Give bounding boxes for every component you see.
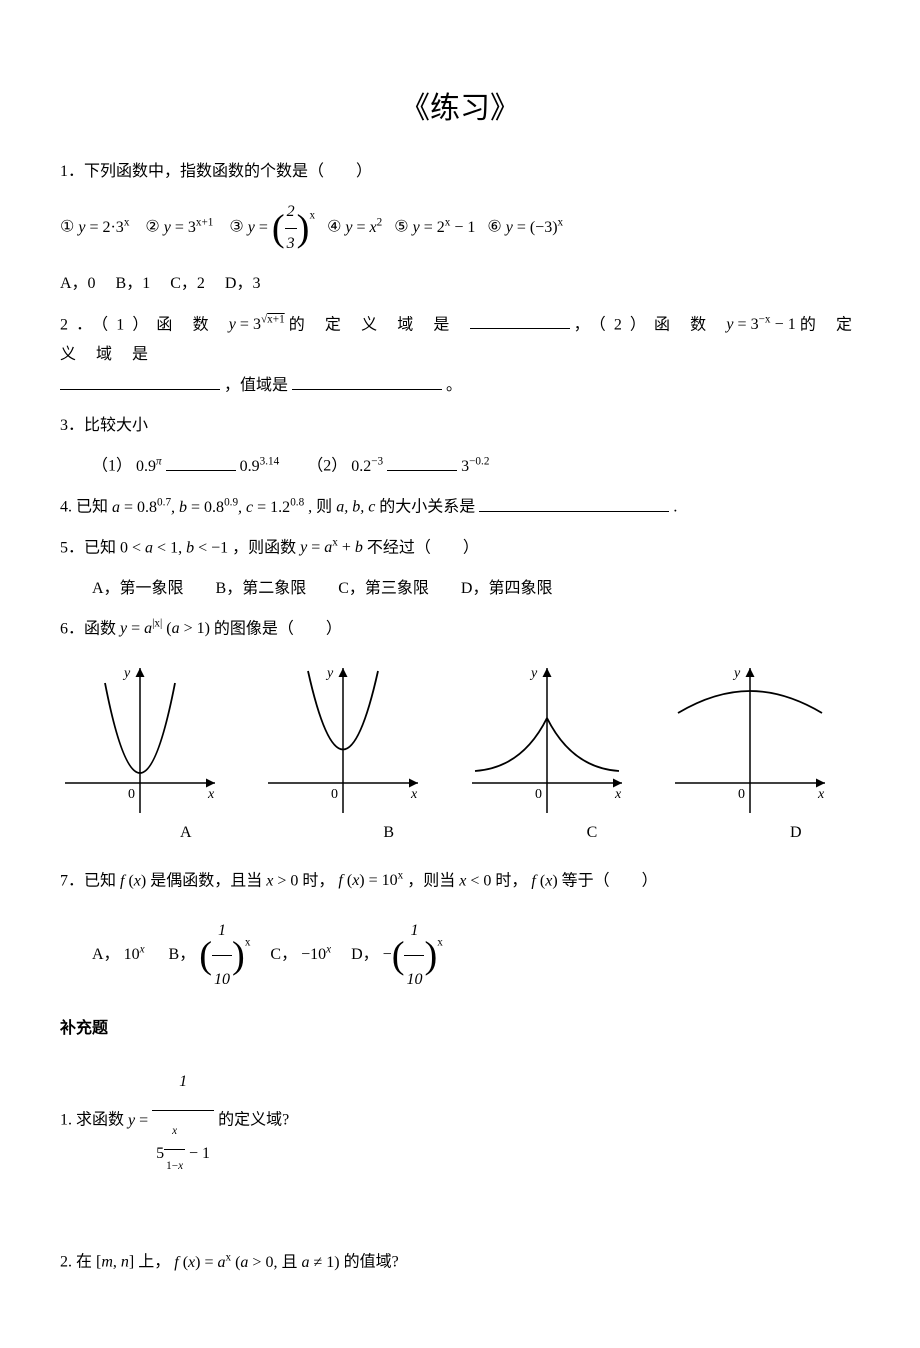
q7-m3: ，则当 xyxy=(407,872,459,889)
svg-text:y: y xyxy=(732,666,741,681)
q7-A-label: A， xyxy=(92,946,120,963)
s2-mid: 上， xyxy=(138,1254,170,1271)
q1-marker-2: ② xyxy=(145,219,159,236)
q3-c1-left: （1） xyxy=(92,458,132,475)
svg-text:x: x xyxy=(817,787,825,802)
blank xyxy=(387,454,457,471)
q7-D-label: D， xyxy=(351,946,379,963)
q2-p1-left: 2．（1）函 数 xyxy=(60,316,229,333)
q7-left: 7．已知 xyxy=(60,872,116,889)
q6-graphs: 0 x y A 0 x y B 0 x y C xyxy=(60,663,860,848)
q5: 5．已知 0 < a < 1, b < −1 ，则函数 y = ax + b 不… xyxy=(60,533,860,564)
page-title: 《练习》 xyxy=(60,80,860,137)
q4-mid: , 则 xyxy=(308,499,332,516)
q1-marker-1: ① xyxy=(60,219,74,236)
q1-marker-3: ③ xyxy=(229,219,243,236)
graph-C: 0 x y C xyxy=(467,663,657,848)
q2-mid: ，值域是 xyxy=(224,377,288,394)
q7-B-label: B， xyxy=(169,946,196,963)
q7-choices: A， 10x B， (110)x C， −10x D， −(110)x xyxy=(60,907,860,1004)
q6: 6．函数 y = a|x| (a > 1) 的图像是（ ） xyxy=(60,614,860,645)
svg-text:0: 0 xyxy=(128,787,135,802)
blank xyxy=(166,454,236,471)
blank xyxy=(470,312,570,329)
q1-choices: A，0 B，1 C，2 D，3 xyxy=(60,269,860,299)
q5-right: 不经过（ ） xyxy=(367,539,479,556)
q7-C-label: C， xyxy=(270,946,297,963)
extra-title: 补充题 xyxy=(60,1014,860,1044)
q1-stem: 1．下列函数中，指数函数的个数是（ ） xyxy=(60,157,860,187)
svg-text:y: y xyxy=(122,666,131,681)
svg-text:0: 0 xyxy=(331,787,338,802)
q1-marker-4: ④ xyxy=(327,219,341,236)
svg-text:y: y xyxy=(529,666,538,681)
s1-left: 1. 求函数 xyxy=(60,1112,128,1129)
s1-right: 的定义域? xyxy=(218,1112,289,1129)
svg-text:0: 0 xyxy=(535,787,542,802)
svg-text:x: x xyxy=(614,787,622,802)
q4-end: . xyxy=(673,499,677,516)
q7-m2: 时， xyxy=(302,872,334,889)
q5-choices: A，第一象限 B，第二象限 C，第三象限 D，第四象限 xyxy=(60,574,860,604)
q4: 4. 已知 a = 0.80.7, b = 0.80.9, c = 1.20.8… xyxy=(60,492,860,523)
q3-items: （1） 0.9π 0.93.14 （2） 0.2−3 3−0.2 xyxy=(60,451,860,482)
q4-right: 的大小关系是 xyxy=(379,499,475,516)
q3-c2-left: （2） xyxy=(307,458,347,475)
q7-right: 等于（ ） xyxy=(562,872,658,889)
svg-text:x: x xyxy=(410,787,418,802)
q7: 7．已知 f (x) 是偶函数，且当 x > 0 时， f (x) = 10x … xyxy=(60,866,860,897)
q1-marker-6: ⑥ xyxy=(487,219,501,236)
graph-A-label: A xyxy=(180,818,250,848)
q6-right: 的图像是（ ） xyxy=(214,620,342,637)
graph-B: 0 x y B xyxy=(263,663,453,848)
q1-items: ① y = 2·3x ② y = 3x+1 ③ y = (23)x ④ y = … xyxy=(60,197,860,259)
graph-B-label: B xyxy=(383,818,453,848)
q2-end: 。 xyxy=(446,377,462,394)
q3-stem: 3．比较大小 xyxy=(60,411,860,441)
blank xyxy=(292,373,442,390)
graph-D: 0 x y D xyxy=(670,663,860,848)
q4-left: 4. 已知 xyxy=(60,499,108,516)
q6-left: 6．函数 xyxy=(60,620,120,637)
q5-left: 5．已知 xyxy=(60,539,116,556)
q7-m1: 是偶函数，且当 xyxy=(150,872,266,889)
s2-right: 的值域? xyxy=(344,1254,399,1271)
q7-m4: 时， xyxy=(495,872,527,889)
graph-D-label: D xyxy=(790,818,860,848)
q1-marker-5: ⑤ xyxy=(394,219,408,236)
blank xyxy=(479,495,669,512)
q2: 2．（1）函 数 y = 3√x+1 的 定 义 域 是 ，（2）函 数 y =… xyxy=(60,310,860,402)
graph-A: 0 x y A xyxy=(60,663,250,848)
svg-text:y: y xyxy=(325,666,334,681)
q5-mid: ，则函数 xyxy=(232,539,300,556)
svg-text:x: x xyxy=(207,787,215,802)
graph-C-label: C xyxy=(587,818,657,848)
svg-text:0: 0 xyxy=(738,787,745,802)
q2-p1-mid: 的 定 义 域 是 xyxy=(289,316,470,333)
q2-p2-left: ，（2）函 数 xyxy=(574,316,727,333)
s2-left: 2. 在 xyxy=(60,1254,92,1271)
blank xyxy=(60,373,220,390)
s1: 1. 求函数 y = 1 5x1−x − 1 的定义域? xyxy=(60,1054,860,1187)
